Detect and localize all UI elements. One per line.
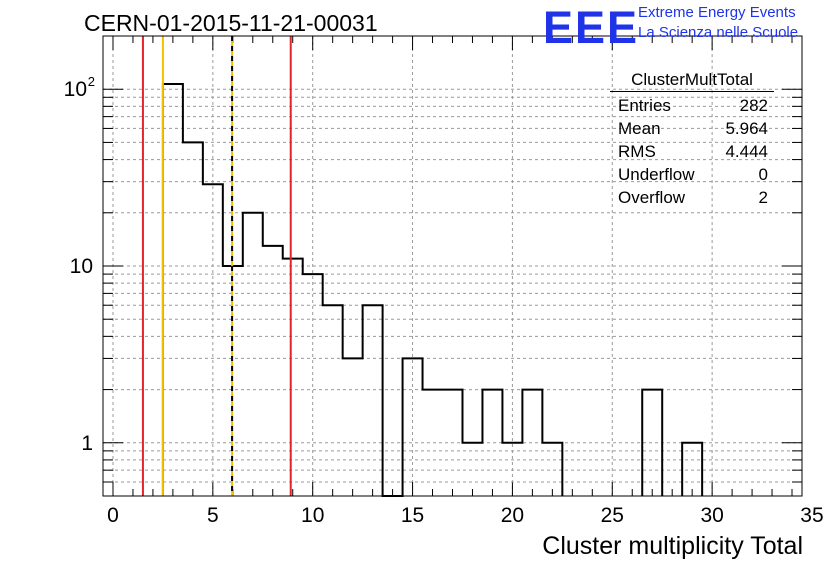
histogram-bin (443, 390, 463, 496)
x-tick-label: 0 (107, 504, 119, 527)
histogram-outline (161, 83, 704, 497)
histogram-bin (203, 184, 223, 496)
x-tick-label: 35 (800, 504, 823, 527)
histogram-bin (263, 246, 283, 496)
stats-label: Mean (618, 119, 661, 138)
histogram-bin (183, 142, 203, 496)
histogram-bin (343, 358, 363, 496)
y-tick-label-exponent: 2 (88, 74, 95, 89)
histogram-bin (163, 84, 183, 496)
stats-box-title: ClusterMultTotal (610, 70, 774, 92)
x-tick-label: 15 (401, 504, 424, 527)
x-tick-label: 30 (700, 504, 723, 527)
run-title: CERN-01-2015-11-21-00031 (84, 10, 378, 36)
stats-label: Underflow (618, 165, 695, 184)
histogram-bin (522, 390, 542, 496)
stats-value: 282 (739, 96, 768, 115)
histogram-bin (303, 274, 323, 496)
histogram-bin (502, 443, 522, 496)
histogram-bin (462, 443, 482, 496)
stats-label: Overflow (618, 188, 686, 207)
histogram-bin (403, 358, 423, 496)
histogram-bin (482, 390, 502, 496)
histogram-bin (682, 443, 702, 496)
stats-value: 4.444 (725, 142, 768, 161)
stats-row-overflow: Overflow 2 (610, 186, 774, 209)
histogram-bin (363, 305, 383, 496)
x-tick-label: 25 (601, 504, 624, 527)
stats-row-mean: Mean 5.964 (610, 117, 774, 140)
plot-frame (102, 35, 803, 497)
histogram-bin (423, 390, 443, 496)
stats-row-rms: RMS 4.444 (610, 140, 774, 163)
stats-value: 5.964 (725, 119, 768, 138)
x-tick-label: 10 (301, 504, 324, 527)
stats-label: RMS (618, 142, 656, 161)
x-axis-label: Cluster multiplicity Total (542, 532, 803, 560)
histogram-bin (243, 213, 263, 496)
y-tick-label: 10 (64, 78, 87, 101)
histogram-bin (642, 390, 662, 496)
stats-row-entries: Entries 282 (610, 94, 774, 117)
logo-caption-line1: Extreme Energy Events (638, 4, 796, 21)
logo-caption-line2: La Scienza nelle Scuole (638, 24, 799, 41)
stats-label: Entries (618, 96, 671, 115)
stats-row-underflow: Underflow 0 (610, 163, 774, 186)
y-tick-label: 1 (81, 432, 93, 455)
stats-value: 2 (758, 188, 768, 207)
stats-box: ClusterMultTotal Entries 282 Mean 5.964 RM… (610, 70, 774, 209)
logo-caption: Extreme Energy Events La Scienza nelle S… (638, 3, 798, 43)
y-tick-label: 10 (70, 255, 93, 278)
histogram-bin (542, 443, 562, 496)
histogram-bin (323, 305, 343, 496)
stats-value: 0 (758, 165, 768, 184)
eee-logo: EEE (543, 2, 640, 53)
histogram-bin (283, 259, 303, 496)
x-tick-label: 20 (501, 504, 524, 527)
x-tick-label: 5 (207, 504, 219, 527)
